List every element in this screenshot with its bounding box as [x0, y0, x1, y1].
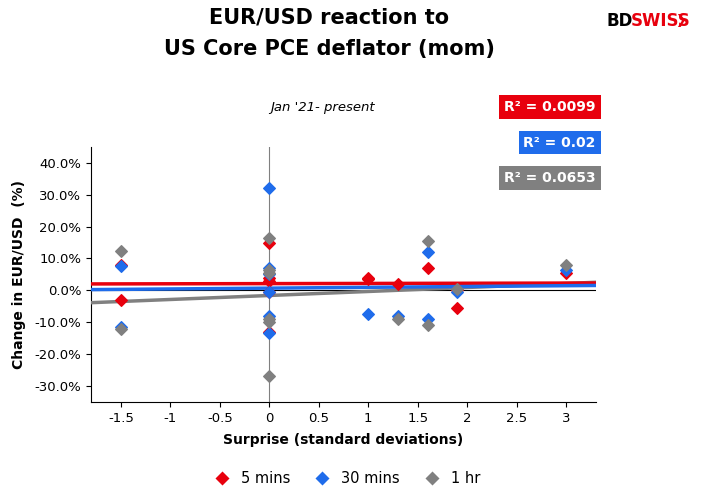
Point: [264, 328, 275, 336]
Point: [422, 248, 433, 256]
Point: [115, 323, 126, 331]
Point: [561, 266, 572, 273]
Point: [422, 237, 433, 245]
Point: [115, 296, 126, 304]
Point: [264, 270, 275, 278]
Text: ❯: ❯: [675, 14, 686, 27]
Point: [115, 325, 126, 333]
Text: SWISS: SWISS: [631, 12, 690, 30]
Point: [264, 277, 275, 285]
Y-axis label: Change in EUR/USD  (%): Change in EUR/USD (%): [13, 180, 27, 369]
Point: [451, 304, 463, 312]
Point: [264, 372, 275, 380]
Text: EUR/USD reaction to: EUR/USD reaction to: [210, 7, 449, 27]
Point: [264, 288, 275, 296]
Point: [264, 266, 275, 273]
Point: [115, 263, 126, 270]
Text: Jan '21- present: Jan '21- present: [271, 101, 375, 114]
Point: [422, 321, 433, 329]
Point: [264, 288, 275, 296]
Text: US Core PCE deflator (mom): US Core PCE deflator (mom): [164, 39, 495, 59]
Point: [362, 273, 374, 281]
Point: [422, 264, 433, 272]
Point: [362, 310, 374, 318]
Point: [422, 315, 433, 323]
Point: [362, 275, 374, 283]
Point: [393, 312, 404, 320]
Point: [264, 264, 275, 272]
Point: [264, 329, 275, 337]
Text: R² = 0.0099: R² = 0.0099: [504, 100, 596, 114]
Point: [264, 234, 275, 242]
Point: [264, 273, 275, 281]
Point: [264, 315, 275, 323]
Text: R² = 0.02: R² = 0.02: [524, 136, 596, 149]
Point: [561, 269, 572, 277]
Point: [264, 269, 275, 277]
Point: [451, 285, 463, 293]
Point: [561, 261, 572, 269]
Point: [115, 246, 126, 254]
Point: [264, 318, 275, 326]
Text: R² = 0.0653: R² = 0.0653: [504, 171, 596, 185]
Point: [264, 312, 275, 320]
Point: [264, 239, 275, 246]
X-axis label: Surprise (standard deviations): Surprise (standard deviations): [224, 433, 463, 447]
Point: [451, 286, 463, 294]
Point: [393, 280, 404, 288]
Legend: 5 mins, 30 mins, 1 hr: 5 mins, 30 mins, 1 hr: [201, 465, 486, 490]
Point: [393, 315, 404, 323]
Point: [264, 185, 275, 193]
Point: [115, 261, 126, 269]
Text: BD: BD: [606, 12, 633, 30]
Point: [451, 288, 463, 296]
